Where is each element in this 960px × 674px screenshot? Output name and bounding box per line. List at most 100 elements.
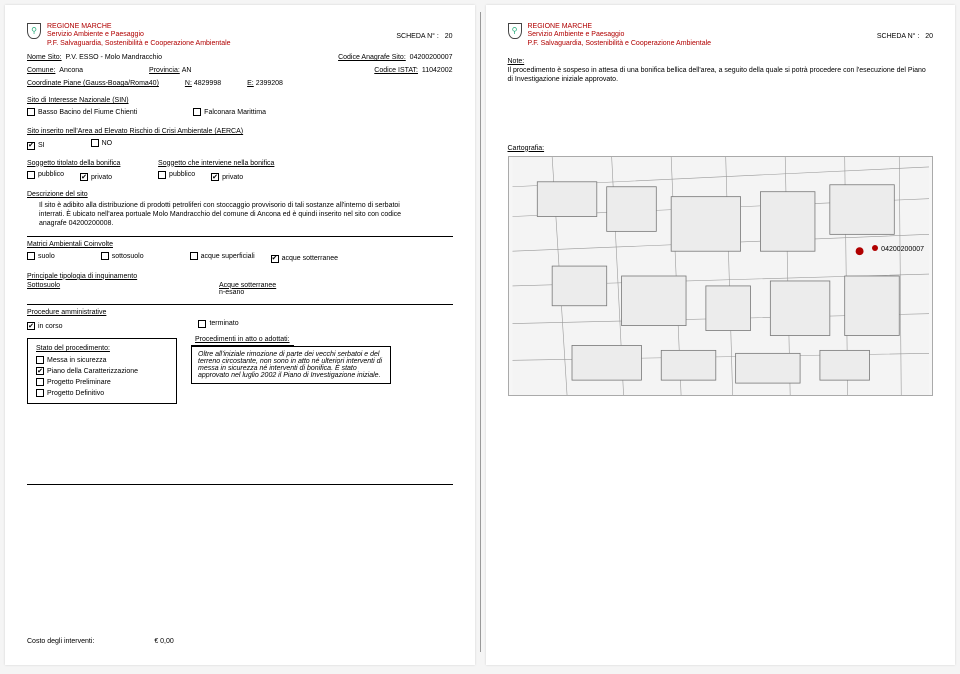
- proc-label: Procedure amministrative: [27, 309, 106, 316]
- titolato-label: Soggetto titolato della bonifica: [27, 160, 120, 167]
- header-line2: Servizio Ambiente e Paesaggio: [47, 31, 231, 39]
- aerca-si: SI: [27, 142, 45, 150]
- checkbox-icon: [198, 320, 206, 328]
- provincia-label: Provincia:: [149, 67, 180, 74]
- checkbox-icon: [27, 171, 35, 179]
- aerca-section: Sito inserito nell'Area ad Elevato Risch…: [27, 128, 453, 150]
- sin-opt2: Falconara Marittima: [193, 108, 266, 116]
- provincia: AN: [182, 67, 192, 74]
- checkbox-icon: [36, 367, 44, 375]
- descr-text: Il sito è adibito alla distribuzione di …: [27, 202, 407, 228]
- codice-anagrafe-label: Codice Anagrafe Sito:: [338, 54, 406, 61]
- m-sottosuolo: sottosuolo: [101, 252, 144, 260]
- m-acque-sot: acque sotterranee: [271, 255, 338, 263]
- principale-section: Principale tipologia di inquinamento Sot…: [27, 273, 453, 296]
- col-sottosuolo: Sottosuolo: [27, 282, 60, 289]
- matrici-section: Matrici Ambientali Coinvolte suolo sotto…: [27, 241, 453, 263]
- divider-3: [27, 484, 453, 485]
- checkbox-icon: [91, 139, 99, 147]
- row-nome-sito: Nome Sito: P.V. ESSO - Molo Mandracchio …: [27, 54, 453, 61]
- checkbox-icon: [101, 252, 109, 260]
- comune-label: Comune:: [27, 67, 55, 74]
- sin-label: Sito di Interesse Nazionale (SIN): [27, 97, 129, 104]
- checkbox-icon: [27, 322, 35, 330]
- header-line3: P.F. Salvaguardia, Sostenibilità e Coope…: [47, 40, 231, 48]
- divider-2: [27, 304, 453, 305]
- sin-opt1: Basso Bacino del Fiume Chienti: [27, 108, 137, 116]
- map-image: 04200200007: [508, 156, 934, 396]
- row-coord: Coordinate Piane (Gauss-Boaga/Roma40) N:…: [27, 80, 453, 87]
- matrici-label: Matrici Ambientali Coinvolte: [27, 241, 113, 248]
- divider-1: [27, 236, 453, 237]
- comune: Ancona: [59, 67, 83, 74]
- istat: 11042002: [422, 67, 453, 74]
- m-acque-sup: acque superficiali: [190, 252, 255, 260]
- titolato-privato: privato: [80, 173, 112, 181]
- interviene-pubblico: pubblico: [158, 171, 195, 179]
- proc-in-atto-text: Oltre all'iniziale rimozione di parte de…: [191, 346, 391, 384]
- note-text: Il procedimento è sospeso in attesa di u…: [508, 67, 934, 85]
- m-suolo: suolo: [27, 252, 55, 260]
- istat-label: Codice ISTAT:: [374, 67, 418, 74]
- map-icon: [509, 157, 933, 395]
- stato-label: Stato del procedimento:: [36, 345, 110, 352]
- note-label: Note:: [508, 58, 525, 65]
- cartografia-section: Cartografia:: [508, 145, 934, 396]
- descrizione-section: Descrizione del sito Il sito è adibito a…: [27, 191, 453, 228]
- header-right: ⚲ REGIONE MARCHE Servizio Ambiente e Pae…: [508, 23, 934, 48]
- costo-label: Costo degli interventi:: [27, 638, 94, 645]
- interviene-privato: privato: [211, 173, 243, 181]
- site-marker-label: 04200200007: [872, 245, 924, 253]
- checkbox-icon: [27, 108, 35, 116]
- header-left: ⚲ REGIONE MARCHE Servizio Ambiente e Pae…: [27, 23, 453, 48]
- nome-sito-label: Nome Sito:: [27, 54, 62, 61]
- proc-in-atto-label: Procedimenti in atto o adottati:: [191, 334, 294, 346]
- soggetti-section: Soggetto titolato della bonifica pubblic…: [27, 160, 453, 182]
- checkbox-icon: [190, 252, 198, 260]
- checkbox-icon: [36, 356, 44, 364]
- crest-icon: ⚲: [508, 23, 522, 39]
- proc-terminato: terminato: [198, 320, 238, 328]
- codice-anagrafe: 04200200007: [410, 54, 453, 61]
- coord-n: 4829998: [194, 80, 221, 87]
- scheda-number: SCHEDA N° : 20: [877, 33, 933, 40]
- note-section: Note: Il procedimento è sospeso in attes…: [508, 58, 934, 85]
- descr-label: Descrizione del sito: [27, 191, 88, 198]
- checkbox-icon: [211, 173, 219, 181]
- checkbox-icon: [80, 173, 88, 181]
- scheda-number: SCHEDA N° : 20: [396, 33, 452, 40]
- proc-in-corso: in corso: [27, 322, 63, 330]
- costo-row: Costo degli interventi: € 0,00: [27, 638, 174, 645]
- stato-2: Piano della Caratterizzazione: [36, 367, 154, 375]
- crest-icon: ⚲: [27, 23, 41, 39]
- nome-sito: P.V. ESSO - Molo Mandracchio: [66, 54, 163, 61]
- page-left: ⚲ REGIONE MARCHE Servizio Ambiente e Pae…: [5, 5, 475, 665]
- coord-e: 2399208: [256, 80, 283, 87]
- costo-val: € 0,00: [154, 638, 173, 645]
- row-comune: Comune: Ancona Provincia: AN Codice ISTA…: [27, 67, 453, 74]
- titolato-pubblico: pubblico: [27, 171, 64, 179]
- page-right: ⚲ REGIONE MARCHE Servizio Ambiente e Pae…: [486, 5, 956, 665]
- stato-1: Messa in sicurezza: [36, 356, 154, 364]
- stato-box: Stato del procedimento: Messa in sicurez…: [27, 338, 177, 404]
- header-line1: REGIONE MARCHE: [47, 23, 231, 31]
- header-text: REGIONE MARCHE Servizio Ambiente e Paesa…: [47, 23, 231, 48]
- checkbox-icon: [27, 252, 35, 260]
- dot-icon: [872, 245, 878, 251]
- checkbox-icon: [193, 108, 201, 116]
- val-acque: n-esano: [219, 289, 244, 296]
- checkbox-icon: [27, 142, 35, 150]
- sin-section: Sito di Interesse Nazionale (SIN) Basso …: [27, 97, 453, 118]
- carto-label: Cartografia:: [508, 145, 545, 152]
- interviene-label: Soggetto che interviene nella bonifica: [158, 160, 274, 167]
- col-acque: Acque sotterranee: [219, 282, 276, 289]
- stato-4: Progetto Definitivo: [36, 389, 154, 397]
- checkbox-icon: [271, 255, 279, 263]
- checkbox-icon: [158, 171, 166, 179]
- checkbox-icon: [36, 389, 44, 397]
- coord-label: Coordinate Piane (Gauss-Boaga/Roma40): [27, 80, 159, 87]
- page-separator: [480, 12, 481, 652]
- principale-label: Principale tipologia di inquinamento: [27, 273, 137, 280]
- checkbox-icon: [36, 378, 44, 386]
- procedure-section: Procedure amministrative in corso termin…: [27, 309, 453, 405]
